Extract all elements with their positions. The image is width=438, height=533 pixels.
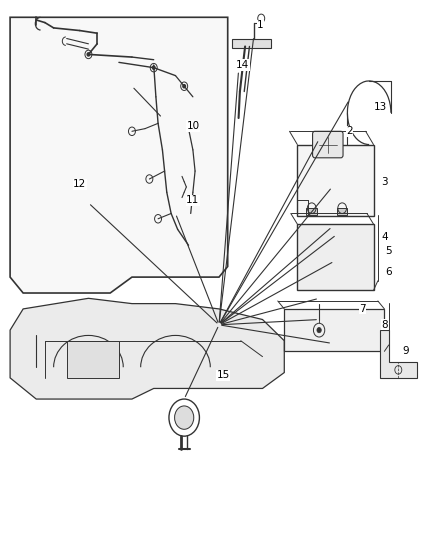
Text: 11: 11 [186, 195, 200, 205]
FancyBboxPatch shape [306, 208, 317, 215]
Text: 14: 14 [237, 60, 250, 70]
FancyBboxPatch shape [284, 309, 385, 351]
Text: 15: 15 [217, 370, 230, 380]
FancyBboxPatch shape [232, 38, 271, 48]
Circle shape [175, 406, 194, 429]
Polygon shape [10, 298, 284, 399]
Text: 6: 6 [385, 267, 392, 277]
FancyBboxPatch shape [67, 341, 119, 378]
FancyBboxPatch shape [313, 131, 343, 158]
Text: 9: 9 [403, 346, 410, 357]
Circle shape [87, 53, 90, 56]
Text: 1: 1 [257, 20, 264, 30]
Circle shape [317, 327, 321, 333]
Polygon shape [10, 17, 228, 293]
FancyBboxPatch shape [297, 224, 374, 290]
Text: 13: 13 [374, 102, 387, 112]
Text: 12: 12 [73, 179, 86, 189]
Text: 10: 10 [186, 121, 199, 131]
Text: 7: 7 [359, 304, 366, 314]
FancyBboxPatch shape [336, 208, 347, 215]
Circle shape [183, 85, 185, 88]
Polygon shape [380, 330, 417, 378]
Text: 3: 3 [381, 176, 388, 187]
Text: 4: 4 [381, 232, 388, 243]
Circle shape [152, 66, 155, 69]
Text: 8: 8 [381, 320, 388, 330]
FancyBboxPatch shape [297, 144, 374, 216]
Text: 2: 2 [346, 126, 353, 136]
Text: 5: 5 [385, 246, 392, 256]
